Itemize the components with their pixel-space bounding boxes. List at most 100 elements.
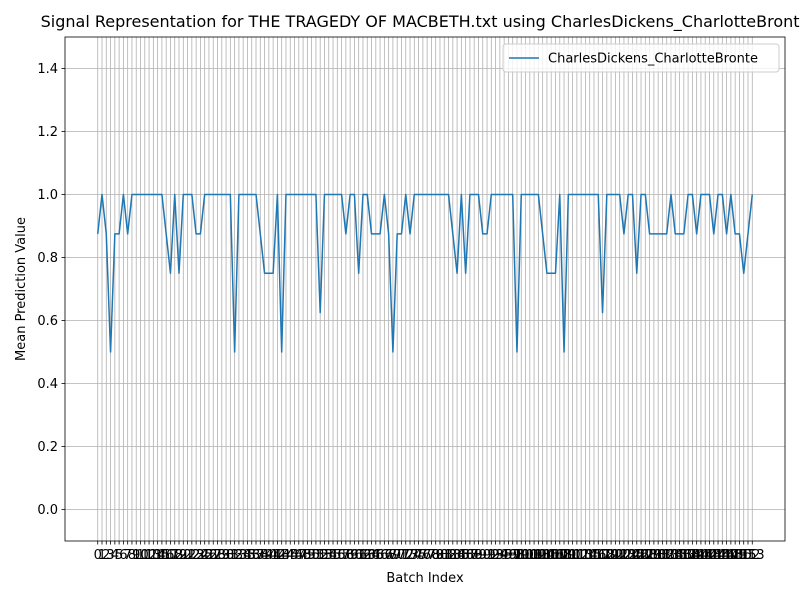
x-tick-label: 85 — [453, 548, 470, 563]
x-tick-label: 1 — [98, 548, 106, 563]
x-tick-label: 49 — [299, 548, 316, 563]
x-tick-label: 71 — [393, 548, 410, 563]
x-tick-label: 78 — [423, 548, 440, 563]
x-tick-label: 9 — [132, 548, 140, 563]
x-tick-label: 15 — [154, 548, 171, 563]
x-tick-label: 133 — [654, 548, 679, 563]
x-tick-label: 137 — [671, 548, 696, 563]
x-tick-label: 108 — [547, 548, 572, 563]
x-tick-label: 14 — [149, 548, 166, 563]
x-tick-label: 67 — [376, 548, 393, 563]
x-tick-label: 27 — [205, 548, 222, 563]
x-tick-label: 19 — [171, 548, 188, 563]
x-tick-label: 113 — [569, 548, 594, 563]
x-tick-label: 18 — [166, 548, 183, 563]
x-tick-label: 3 — [106, 548, 114, 563]
x-tick-label: 10 — [132, 548, 149, 563]
x-tick-label: 52 — [312, 548, 329, 563]
x-tick-label: 109 — [552, 548, 577, 563]
x-tick-label: 59 — [342, 548, 359, 563]
x-tick-label: 25 — [196, 548, 213, 563]
x-tick-label: 8 — [128, 548, 136, 563]
x-tick-label: 13 — [145, 548, 162, 563]
x-tick-label: 48 — [295, 548, 312, 563]
x-tick-label: 150 — [727, 548, 752, 563]
x-tick-label: 126 — [624, 548, 649, 563]
x-tick-label: 86 — [457, 548, 474, 563]
x-tick-label: 31 — [222, 548, 239, 563]
x-tick-label: 35 — [239, 548, 256, 563]
x-tick-label: 98 — [509, 548, 526, 563]
x-tick-label: 32 — [226, 548, 243, 563]
x-tick-label: 107 — [543, 548, 568, 563]
x-tick-label: 115 — [577, 548, 602, 563]
x-tick-label: 74 — [406, 548, 423, 563]
x-tick-label: 36 — [243, 548, 260, 563]
x-tick-label: 104 — [530, 548, 555, 563]
x-tick-label: 124 — [616, 548, 641, 563]
x-tick-label: 144 — [701, 548, 726, 563]
chart-title: Signal Representation for THE TRAGEDY OF… — [41, 12, 800, 32]
y-tick-label: 0.6 — [37, 314, 58, 329]
x-tick-label: 23 — [188, 548, 205, 563]
y-tick-label: 1.0 — [37, 188, 58, 203]
x-tick-label: 129 — [637, 548, 662, 563]
x-tick-label: 83 — [445, 548, 462, 563]
x-tick-label: 2 — [102, 548, 110, 563]
x-tick-label: 152 — [736, 548, 761, 563]
x-tick-label: 38 — [252, 548, 269, 563]
x-tick-label: 138 — [676, 548, 701, 563]
x-tick-label: 88 — [466, 548, 483, 563]
x-tick-label: 99 — [513, 548, 530, 563]
x-tick-label: 61 — [350, 548, 367, 563]
x-tick-label: 12 — [141, 548, 158, 563]
x-tick-label: 91 — [479, 548, 496, 563]
x-tick-label: 143 — [697, 548, 722, 563]
x-tick-label: 102 — [522, 548, 547, 563]
x-tick-label: 22 — [184, 548, 201, 563]
x-tick-label: 96 — [500, 548, 517, 563]
x-tick-label: 79 — [427, 548, 444, 563]
x-tick-label: 63 — [359, 548, 376, 563]
x-tick-label: 125 — [620, 548, 645, 563]
x-tick-label: 56 — [329, 548, 346, 563]
x-tick-label: 16 — [158, 548, 175, 563]
x-tick-label: 24 — [192, 548, 209, 563]
x-tick-label: 26 — [201, 548, 218, 563]
x-tick-label: 128 — [633, 548, 658, 563]
legend-box — [502, 43, 780, 73]
x-tick-label: 141 — [689, 548, 714, 563]
x-tick-label: 80 — [432, 548, 449, 563]
data-line — [96, 193, 754, 353]
x-tick-label: 50 — [303, 548, 320, 563]
x-tick-label: 93 — [487, 548, 504, 563]
x-tick-label: 11 — [137, 548, 154, 563]
x-tick-label: 54 — [320, 548, 337, 563]
x-tick-label: 116 — [582, 548, 607, 563]
x-tick-label: 43 — [273, 548, 290, 563]
x-tick-label: 97 — [504, 548, 521, 563]
x-tick-label: 139 — [680, 548, 705, 563]
x-tick-label: 57 — [333, 548, 350, 563]
x-tick-label: 62 — [355, 548, 372, 563]
x-tick-label: 66 — [372, 548, 389, 563]
x-tick-label: 122 — [607, 548, 632, 563]
x-tick-label: 140 — [684, 548, 709, 563]
x-tick-label: 136 — [667, 548, 692, 563]
x-tick-label: 130 — [641, 548, 666, 563]
y-tick-label: 0.8 — [37, 251, 58, 266]
x-tick-label: 70 — [389, 548, 406, 563]
x-tick-label: 127 — [629, 548, 654, 563]
x-tick-label: 7 — [124, 548, 132, 563]
x-tick-label: 42 — [269, 548, 286, 563]
x-tick-label: 134 — [659, 548, 684, 563]
x-tick-label: 64 — [363, 548, 380, 563]
x-tick-label: 21 — [179, 548, 196, 563]
x-tick-label: 89 — [470, 548, 487, 563]
x-tick-label: 30 — [218, 548, 235, 563]
y-axis-label: Mean Prediction Value — [14, 217, 29, 361]
x-tick-label: 121 — [603, 548, 628, 563]
x-tick-label: 5 — [115, 548, 123, 563]
x-tick-label: 33 — [231, 548, 248, 563]
